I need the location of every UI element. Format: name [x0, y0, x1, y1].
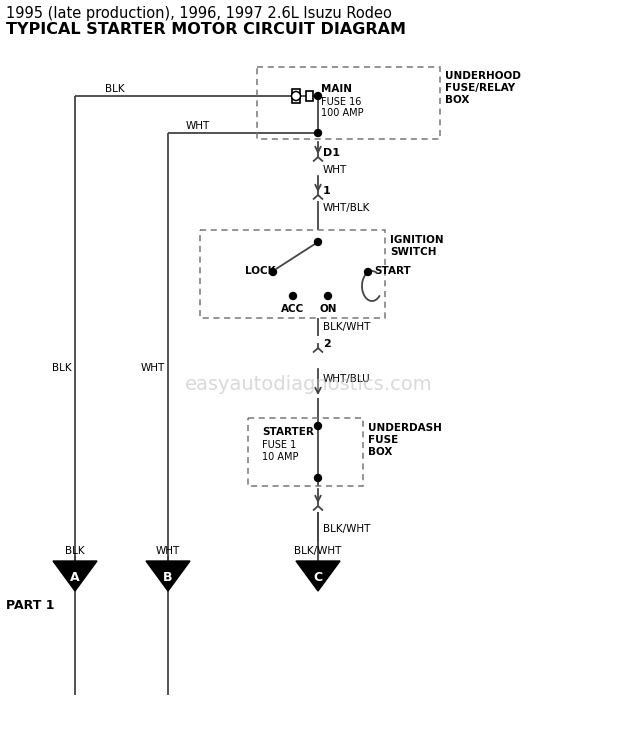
Text: IGNITION: IGNITION [390, 235, 444, 245]
Text: WHT: WHT [141, 363, 165, 373]
Text: TYPICAL STARTER MOTOR CIRCUIT DIAGRAM: TYPICAL STARTER MOTOR CIRCUIT DIAGRAM [6, 22, 406, 37]
Bar [248, 418, 363, 486]
Text: 1: 1 [323, 186, 331, 196]
Text: B: B [163, 571, 173, 584]
Text: BLK/WHT: BLK/WHT [323, 524, 370, 534]
Bar [200, 230, 385, 318]
Text: BLK: BLK [65, 546, 85, 556]
Text: BOX: BOX [368, 447, 392, 457]
Text: ON: ON [320, 304, 337, 314]
Text: 100 AMP: 100 AMP [321, 108, 363, 118]
FancyBboxPatch shape [292, 89, 300, 103]
Text: FUSE 1: FUSE 1 [262, 440, 296, 450]
Circle shape [269, 268, 276, 275]
Polygon shape [146, 561, 190, 591]
Polygon shape [53, 561, 97, 591]
Text: FUSE 16: FUSE 16 [321, 97, 362, 107]
FancyBboxPatch shape [306, 91, 313, 101]
Text: START: START [374, 266, 411, 276]
Text: WHT: WHT [186, 121, 210, 131]
Text: WHT: WHT [323, 165, 347, 175]
Circle shape [315, 475, 321, 482]
Text: 2: 2 [323, 339, 331, 349]
Text: STARTER: STARTER [262, 427, 314, 437]
Text: BLK/WHT: BLK/WHT [323, 322, 370, 332]
Circle shape [365, 268, 371, 275]
Text: BLK: BLK [53, 363, 72, 373]
Text: UNDERDASH: UNDERDASH [368, 423, 442, 433]
Text: WHT: WHT [156, 546, 180, 556]
Text: LOCK: LOCK [245, 266, 276, 276]
Text: FUSE/RELAY: FUSE/RELAY [445, 83, 515, 93]
Text: WHT/BLU: WHT/BLU [323, 374, 371, 384]
Text: D1: D1 [323, 148, 340, 158]
Text: SWITCH: SWITCH [390, 247, 436, 257]
Text: A: A [70, 571, 80, 584]
Text: BOX: BOX [445, 95, 470, 105]
Bar [257, 67, 440, 139]
Circle shape [315, 92, 321, 100]
Circle shape [324, 292, 331, 299]
Text: ACC: ACC [281, 304, 305, 314]
Circle shape [289, 292, 297, 299]
Text: MAIN: MAIN [321, 84, 352, 94]
Circle shape [292, 92, 300, 100]
Text: 10 AMP: 10 AMP [262, 452, 298, 462]
Text: BLK/WHT: BLK/WHT [294, 546, 342, 556]
Text: C: C [313, 571, 323, 584]
Text: PART 1: PART 1 [6, 599, 54, 612]
Circle shape [315, 130, 321, 136]
Text: WHT/BLK: WHT/BLK [323, 203, 370, 213]
Text: easyautodiagnostics.com: easyautodiagnostics.com [185, 376, 433, 394]
Circle shape [315, 238, 321, 245]
Text: BLK: BLK [105, 84, 125, 94]
Text: FUSE: FUSE [368, 435, 398, 445]
Text: UNDERHOOD: UNDERHOOD [445, 71, 521, 81]
Circle shape [315, 422, 321, 430]
Text: 1995 (late production), 1996, 1997 2.6L Isuzu Rodeo: 1995 (late production), 1996, 1997 2.6L … [6, 6, 392, 21]
Polygon shape [296, 561, 340, 591]
